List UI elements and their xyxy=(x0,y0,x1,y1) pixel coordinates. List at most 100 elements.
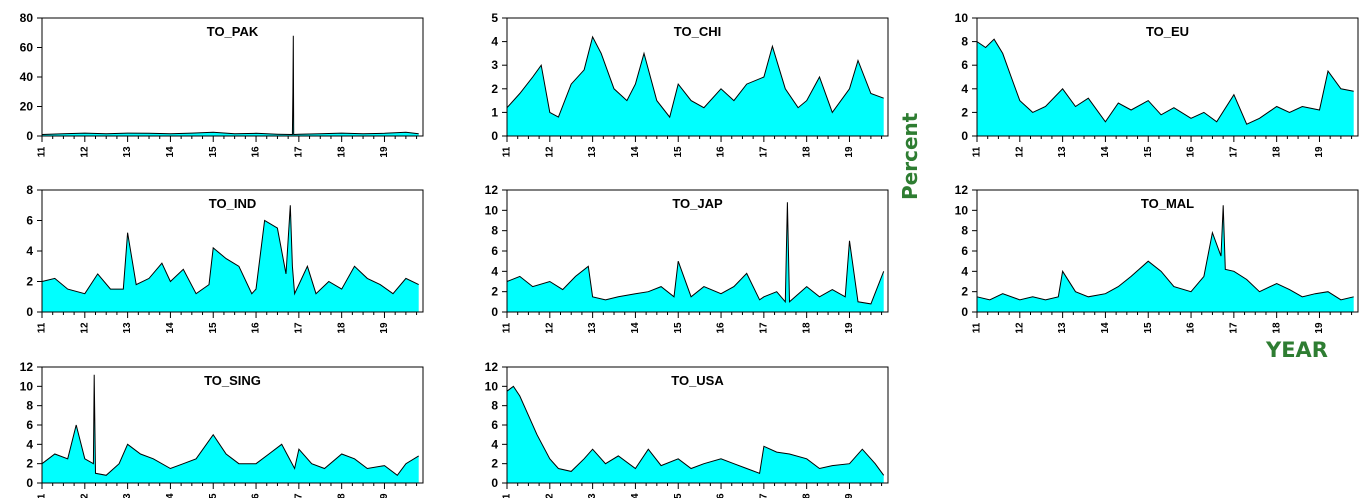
y-tick-label: 8 xyxy=(961,224,968,238)
y-tick-label: 2 xyxy=(961,285,968,299)
x-tick-label: 15 xyxy=(1143,146,1154,158)
x-tick-label: 16 xyxy=(251,146,262,158)
y-tick-label: 6 xyxy=(26,214,33,228)
x-tick-label: 11 xyxy=(502,322,513,333)
x-tick-label: 17 xyxy=(294,146,305,158)
x-tick-label: 18 xyxy=(336,322,347,334)
x-tick-label: 18 xyxy=(1271,146,1282,158)
x-tick-label: 19 xyxy=(1314,322,1325,334)
x-tick-label: 16 xyxy=(1186,146,1197,158)
x-tick-label: 18 xyxy=(801,493,812,498)
x-tick-label: 15 xyxy=(208,322,219,334)
y-tick-label: 0 xyxy=(491,305,498,319)
x-tick-label: 13 xyxy=(122,322,133,334)
panel-title: TO_USA xyxy=(671,373,724,388)
x-tick-label: 16 xyxy=(716,322,727,334)
x-tick-label: 19 xyxy=(844,493,855,498)
x-tick-label: 11 xyxy=(37,146,48,157)
y-tick-label: 10 xyxy=(485,203,499,217)
x-tick-label: 17 xyxy=(1229,146,1240,158)
y-tick-label: 4 xyxy=(26,437,33,451)
x-tick-label: 12 xyxy=(544,322,555,334)
x-tick-label: 13 xyxy=(587,146,598,158)
panel-title: TO_JAP xyxy=(672,196,723,211)
series-area xyxy=(507,386,884,483)
x-tick-label: 14 xyxy=(630,146,641,158)
panel-title: TO_MAL xyxy=(1141,196,1194,211)
x-tick-label: 18 xyxy=(1271,322,1282,334)
y-tick-label: 2 xyxy=(26,275,33,289)
y-tick-label: 0 xyxy=(491,129,498,143)
y-tick-label: 4 xyxy=(491,264,498,278)
panel-title: TO_IND xyxy=(209,196,256,211)
panel-to-ind: TO_IND 0 2 4 6 8 11 12 13 14 15 16 17 18 19 xyxy=(26,183,424,334)
panel-title: TO_PAK xyxy=(207,24,259,39)
y-tick-label: 0 xyxy=(961,305,968,319)
x-tick-label: 12 xyxy=(1014,322,1025,334)
x-tick-label: 19 xyxy=(379,146,390,158)
x-tick-label: 18 xyxy=(336,493,347,498)
y-tick-label: 3 xyxy=(491,58,498,72)
y-tick-label: 10 xyxy=(955,11,969,25)
x-tick-label: 19 xyxy=(844,322,855,334)
x-tick-label: 17 xyxy=(294,493,305,498)
x-tick-label: 18 xyxy=(801,146,812,158)
series-line xyxy=(506,385,885,476)
series-area xyxy=(507,36,884,136)
panel-to-mal: TO_MAL 0 2 4 6 8 10 12 11 12 13 14 15 16 17 18 19 xyxy=(955,183,1359,334)
x-tick-label: 16 xyxy=(1186,322,1197,334)
panel-to-jap: TO_JAP 0 2 4 6 8 10 12 11 12 13 14 15 16 17 18 19 xyxy=(485,183,889,334)
y-tick-label: 10 xyxy=(955,203,969,217)
x-tick-label: 13 xyxy=(1057,322,1068,334)
y-tick-label: 0 xyxy=(26,129,33,143)
series-line xyxy=(41,205,419,296)
x-tick-label: 12 xyxy=(79,493,90,498)
y-tick-label: 12 xyxy=(20,360,34,374)
x-tick-label: 14 xyxy=(165,493,176,498)
y-tick-label: 2 xyxy=(491,82,498,96)
series-line xyxy=(506,202,885,305)
panel-to-sing: TO_SING 0 2 4 6 8 10 12 11 12 13 14 15 16 17 18 19 xyxy=(20,360,424,503)
y-tick-label: 5 xyxy=(491,11,498,25)
y-tick-label: 60 xyxy=(20,41,34,55)
x-tick-label: 14 xyxy=(1100,322,1111,334)
series-area xyxy=(42,205,419,312)
x-tick-label: 15 xyxy=(208,146,219,158)
y-tick-label: 2 xyxy=(26,457,33,471)
y-tick-label: 10 xyxy=(20,379,34,393)
series-area xyxy=(42,374,419,483)
series-line xyxy=(41,35,419,136)
x-tick-label: 13 xyxy=(587,322,598,334)
x-tick-label: 19 xyxy=(379,493,390,498)
series-line xyxy=(976,38,1354,125)
y-tick-label: 8 xyxy=(491,399,498,413)
panel-to-eu: TO_EU 0 2 4 6 8 10 11 12 13 14 15 16 17 18 19 xyxy=(955,11,1359,158)
x-tick-label: 18 xyxy=(336,146,347,158)
x-tick-label: 15 xyxy=(208,493,219,498)
series-area xyxy=(977,39,1354,137)
panel-title: TO_EU xyxy=(1146,24,1189,39)
series-line xyxy=(976,205,1354,301)
x-tick-label: 16 xyxy=(716,493,727,498)
y-tick-label: 0 xyxy=(26,305,33,319)
y-tick-label: 6 xyxy=(961,58,968,72)
x-tick-label: 14 xyxy=(165,146,176,158)
x-tick-label: 12 xyxy=(79,146,90,158)
y-tick-label: 4 xyxy=(491,437,498,451)
x-tick-label: 14 xyxy=(1100,146,1111,158)
x-tick-label: 17 xyxy=(294,322,305,334)
y-tick-label: 1 xyxy=(491,105,498,119)
y-tick-label: 12 xyxy=(485,360,499,374)
x-tick-label: 17 xyxy=(759,493,770,498)
y-tick-label: 12 xyxy=(955,183,969,197)
x-tick-label: 11 xyxy=(37,322,48,333)
y-tick-label: 12 xyxy=(485,183,499,197)
x-tick-label: 12 xyxy=(79,322,90,334)
y-tick-label: 2 xyxy=(961,105,968,119)
x-tick-label: 12 xyxy=(544,146,555,158)
y-axis-label: Percent xyxy=(898,112,922,200)
y-tick-label: 80 xyxy=(20,11,34,25)
y-tick-label: 2 xyxy=(491,457,498,471)
